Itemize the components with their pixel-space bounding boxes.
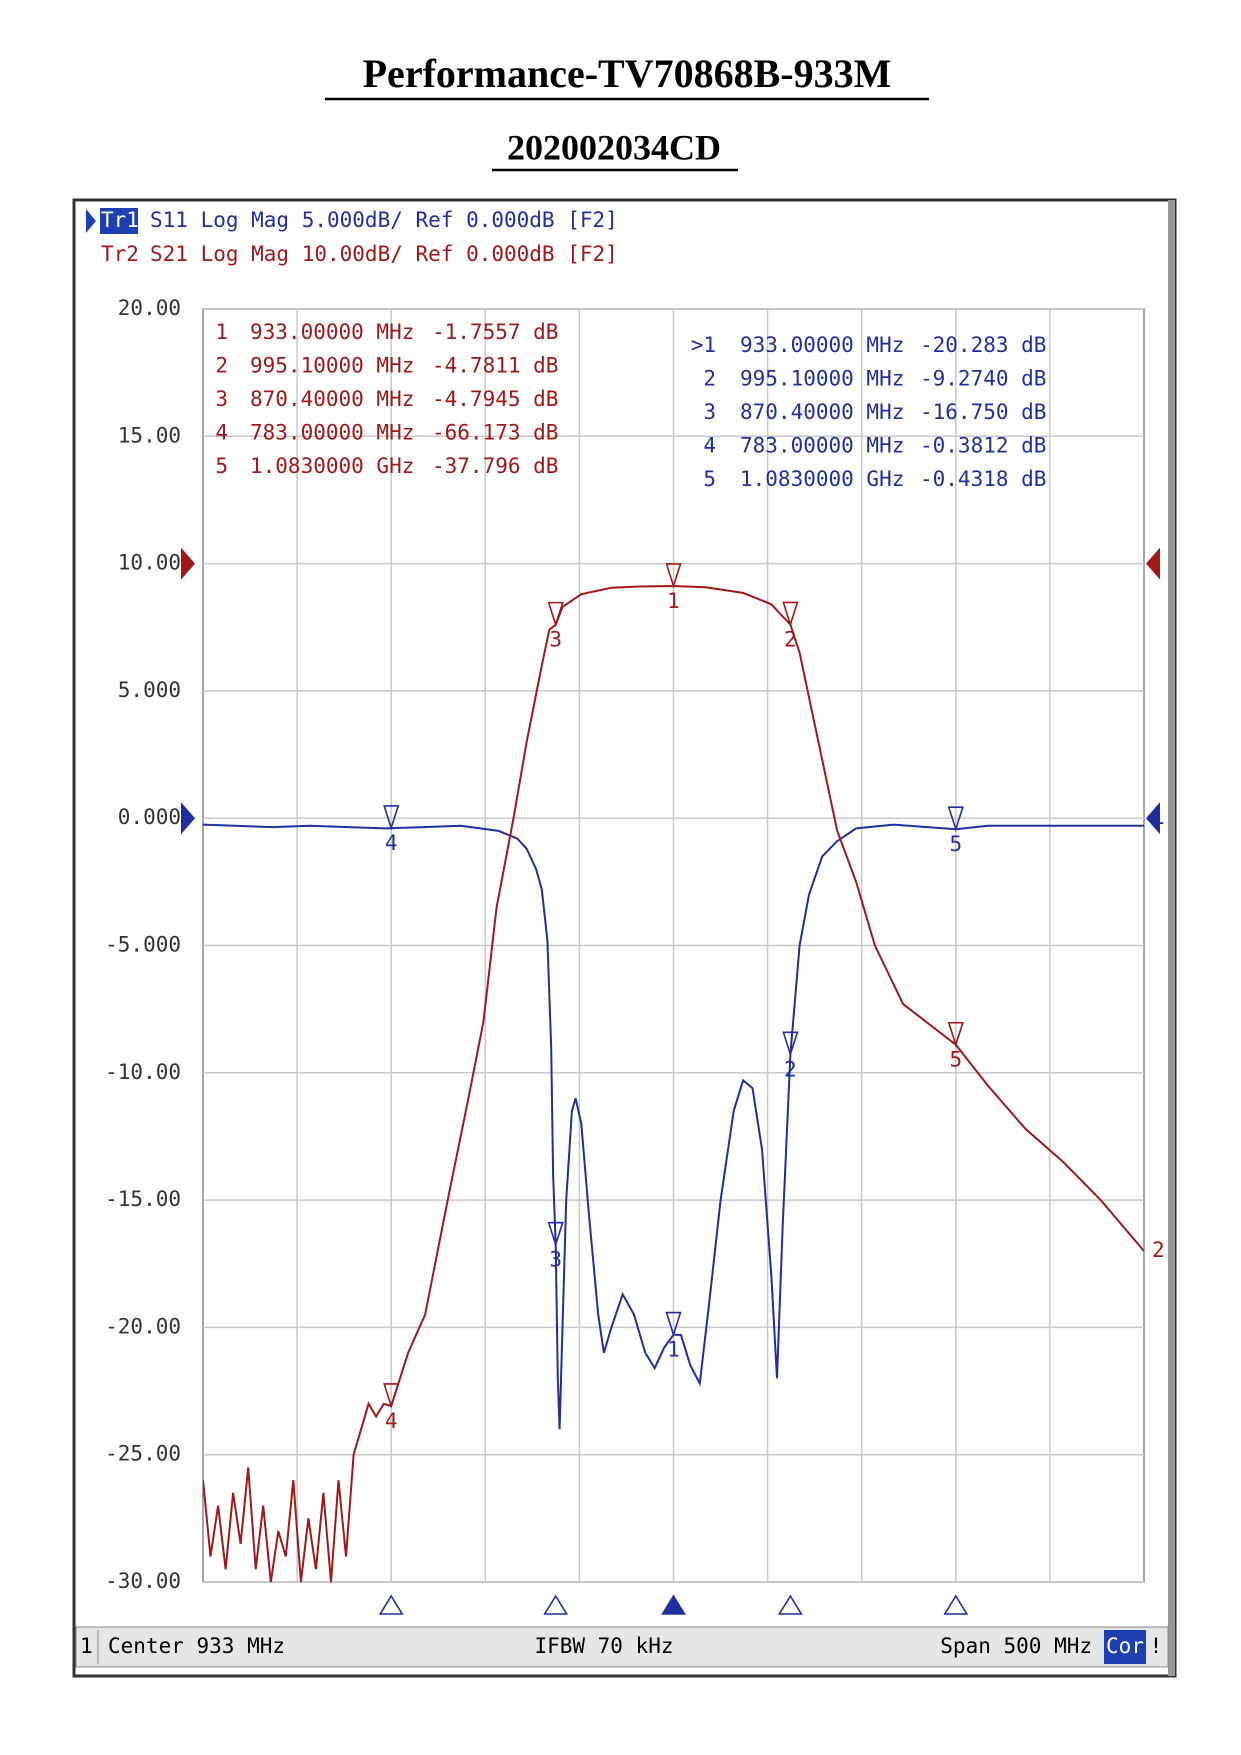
y-tick-label: -10.00 xyxy=(105,1060,181,1084)
readout-id: 5 xyxy=(703,467,716,491)
readout-id: 1 xyxy=(215,320,228,344)
trace xyxy=(203,823,1144,1430)
trace-header: S21 Log Mag 10.00dB/ Ref 0.000dB [F2] xyxy=(150,242,618,266)
y-tick-label: -30.00 xyxy=(105,1569,181,1593)
trace-header: S11 Log Mag 5.000dB/ Ref 0.000dB [F2] xyxy=(150,208,618,232)
stimulus-marker xyxy=(543,1594,569,1615)
marker-id: 4 xyxy=(385,1409,398,1433)
marker-triangle xyxy=(383,1383,400,1409)
marker-triangle xyxy=(665,1311,682,1338)
stimulus-marker xyxy=(777,1594,803,1615)
window-edge xyxy=(1168,200,1175,1676)
marker-id: 4 xyxy=(385,831,398,855)
y-tick-label: -5.000 xyxy=(105,933,181,957)
readout-freq: 783.00000 MHz xyxy=(250,421,414,445)
readout-freq: 995.10000 MHz xyxy=(740,367,904,391)
readout-id: 5 xyxy=(215,454,228,478)
marker-triangle xyxy=(547,1221,564,1248)
marker-id: 5 xyxy=(949,1048,962,1072)
readout-id: 3 xyxy=(215,387,228,411)
marker-id: 5 xyxy=(949,832,962,856)
readout-freq: 783.00000 MHz xyxy=(740,434,904,458)
readout-value: -20.283 dB xyxy=(920,333,1046,357)
y-tick-label: 5.000 xyxy=(118,678,181,702)
channel: 1 xyxy=(80,1634,93,1658)
trace-id: Tr2 xyxy=(101,242,139,266)
stimulus-marker xyxy=(661,1594,686,1615)
readout-value: -1.7557 dB xyxy=(432,320,558,344)
readout-id: 2 xyxy=(703,367,716,391)
y-tick-label: 10.00 xyxy=(118,551,181,575)
marker-triangle xyxy=(782,1031,799,1057)
marker-id: 2 xyxy=(784,1057,797,1081)
readout-id: >1 xyxy=(691,333,716,357)
readout-freq: 870.40000 MHz xyxy=(740,400,904,424)
cor: Cor xyxy=(1106,1634,1144,1658)
marker-triangle xyxy=(383,805,400,831)
readout-value: -0.3812 dB xyxy=(920,434,1046,458)
active-trace-box xyxy=(100,208,138,234)
readout-value: -0.4318 dB xyxy=(920,467,1046,491)
ref-marker-right xyxy=(1146,547,1160,580)
y-tick-label: -20.00 xyxy=(105,1314,181,1338)
trace xyxy=(203,584,1144,1583)
marker-id: 3 xyxy=(549,628,562,652)
subtitle: 202002034CD xyxy=(507,127,721,167)
marker-id: 1 xyxy=(667,1338,680,1362)
active-arrow xyxy=(86,209,96,233)
readout-freq: 995.10000 MHz xyxy=(250,354,414,378)
y-tick-label: -25.00 xyxy=(105,1442,181,1466)
ref-marker-left xyxy=(181,802,195,835)
marker-triangle xyxy=(947,806,964,832)
readout-freq: 933.00000 MHz xyxy=(740,333,904,357)
stimulus-marker xyxy=(943,1594,969,1615)
marker-triangle xyxy=(947,1021,964,1048)
marker-id: 3 xyxy=(549,1248,562,1272)
status-bar xyxy=(75,1626,1169,1668)
warn: ! xyxy=(1150,1634,1163,1658)
ref-marker-left xyxy=(181,547,195,580)
readout-value: -37.796 dB xyxy=(432,454,558,478)
marker-id: 1 xyxy=(667,589,680,613)
readout-freq: 1.0830000 GHz xyxy=(250,454,414,478)
readout-id: 4 xyxy=(703,434,716,458)
stimulus-marker xyxy=(378,1594,404,1615)
title: Performance-TV70868B-933M xyxy=(363,51,892,96)
ifbw: IFBW 70 kHz xyxy=(534,1634,673,1658)
readout-value: -16.750 dB xyxy=(920,400,1046,424)
marker-triangle xyxy=(665,563,682,589)
span: Span 500 MHz xyxy=(940,1634,1092,1658)
y-tick-label: 0.000 xyxy=(118,805,181,829)
trace-id: Tr1 xyxy=(101,208,139,232)
marker-triangle xyxy=(547,601,564,628)
cor-box xyxy=(1104,1630,1146,1664)
readout-value: -4.7945 dB xyxy=(432,387,558,411)
readout-value: -4.7811 dB xyxy=(432,354,558,378)
readout-id: 4 xyxy=(215,421,228,445)
readout-value: -66.173 dB xyxy=(432,421,558,445)
y-tick-label: 15.00 xyxy=(118,423,181,447)
marker-id: 2 xyxy=(784,627,797,651)
y-tick-label: -15.00 xyxy=(105,1187,181,1211)
readout-id: 3 xyxy=(703,400,716,424)
readout-freq: 870.40000 MHz xyxy=(250,387,414,411)
y-tick-label: 20.00 xyxy=(118,296,181,320)
trace-end-label: 1 xyxy=(1152,805,1165,829)
readout-freq: 933.00000 MHz xyxy=(250,320,414,344)
readout-id: 2 xyxy=(215,354,228,378)
center: Center 933 MHz xyxy=(108,1634,285,1658)
readout-freq: 1.0830000 GHz xyxy=(740,467,904,491)
readout-value: -9.2740 dB xyxy=(920,367,1046,391)
marker-triangle xyxy=(782,601,799,628)
trace-end-label: 2 xyxy=(1152,1238,1165,1262)
ref-marker-right xyxy=(1146,802,1160,835)
